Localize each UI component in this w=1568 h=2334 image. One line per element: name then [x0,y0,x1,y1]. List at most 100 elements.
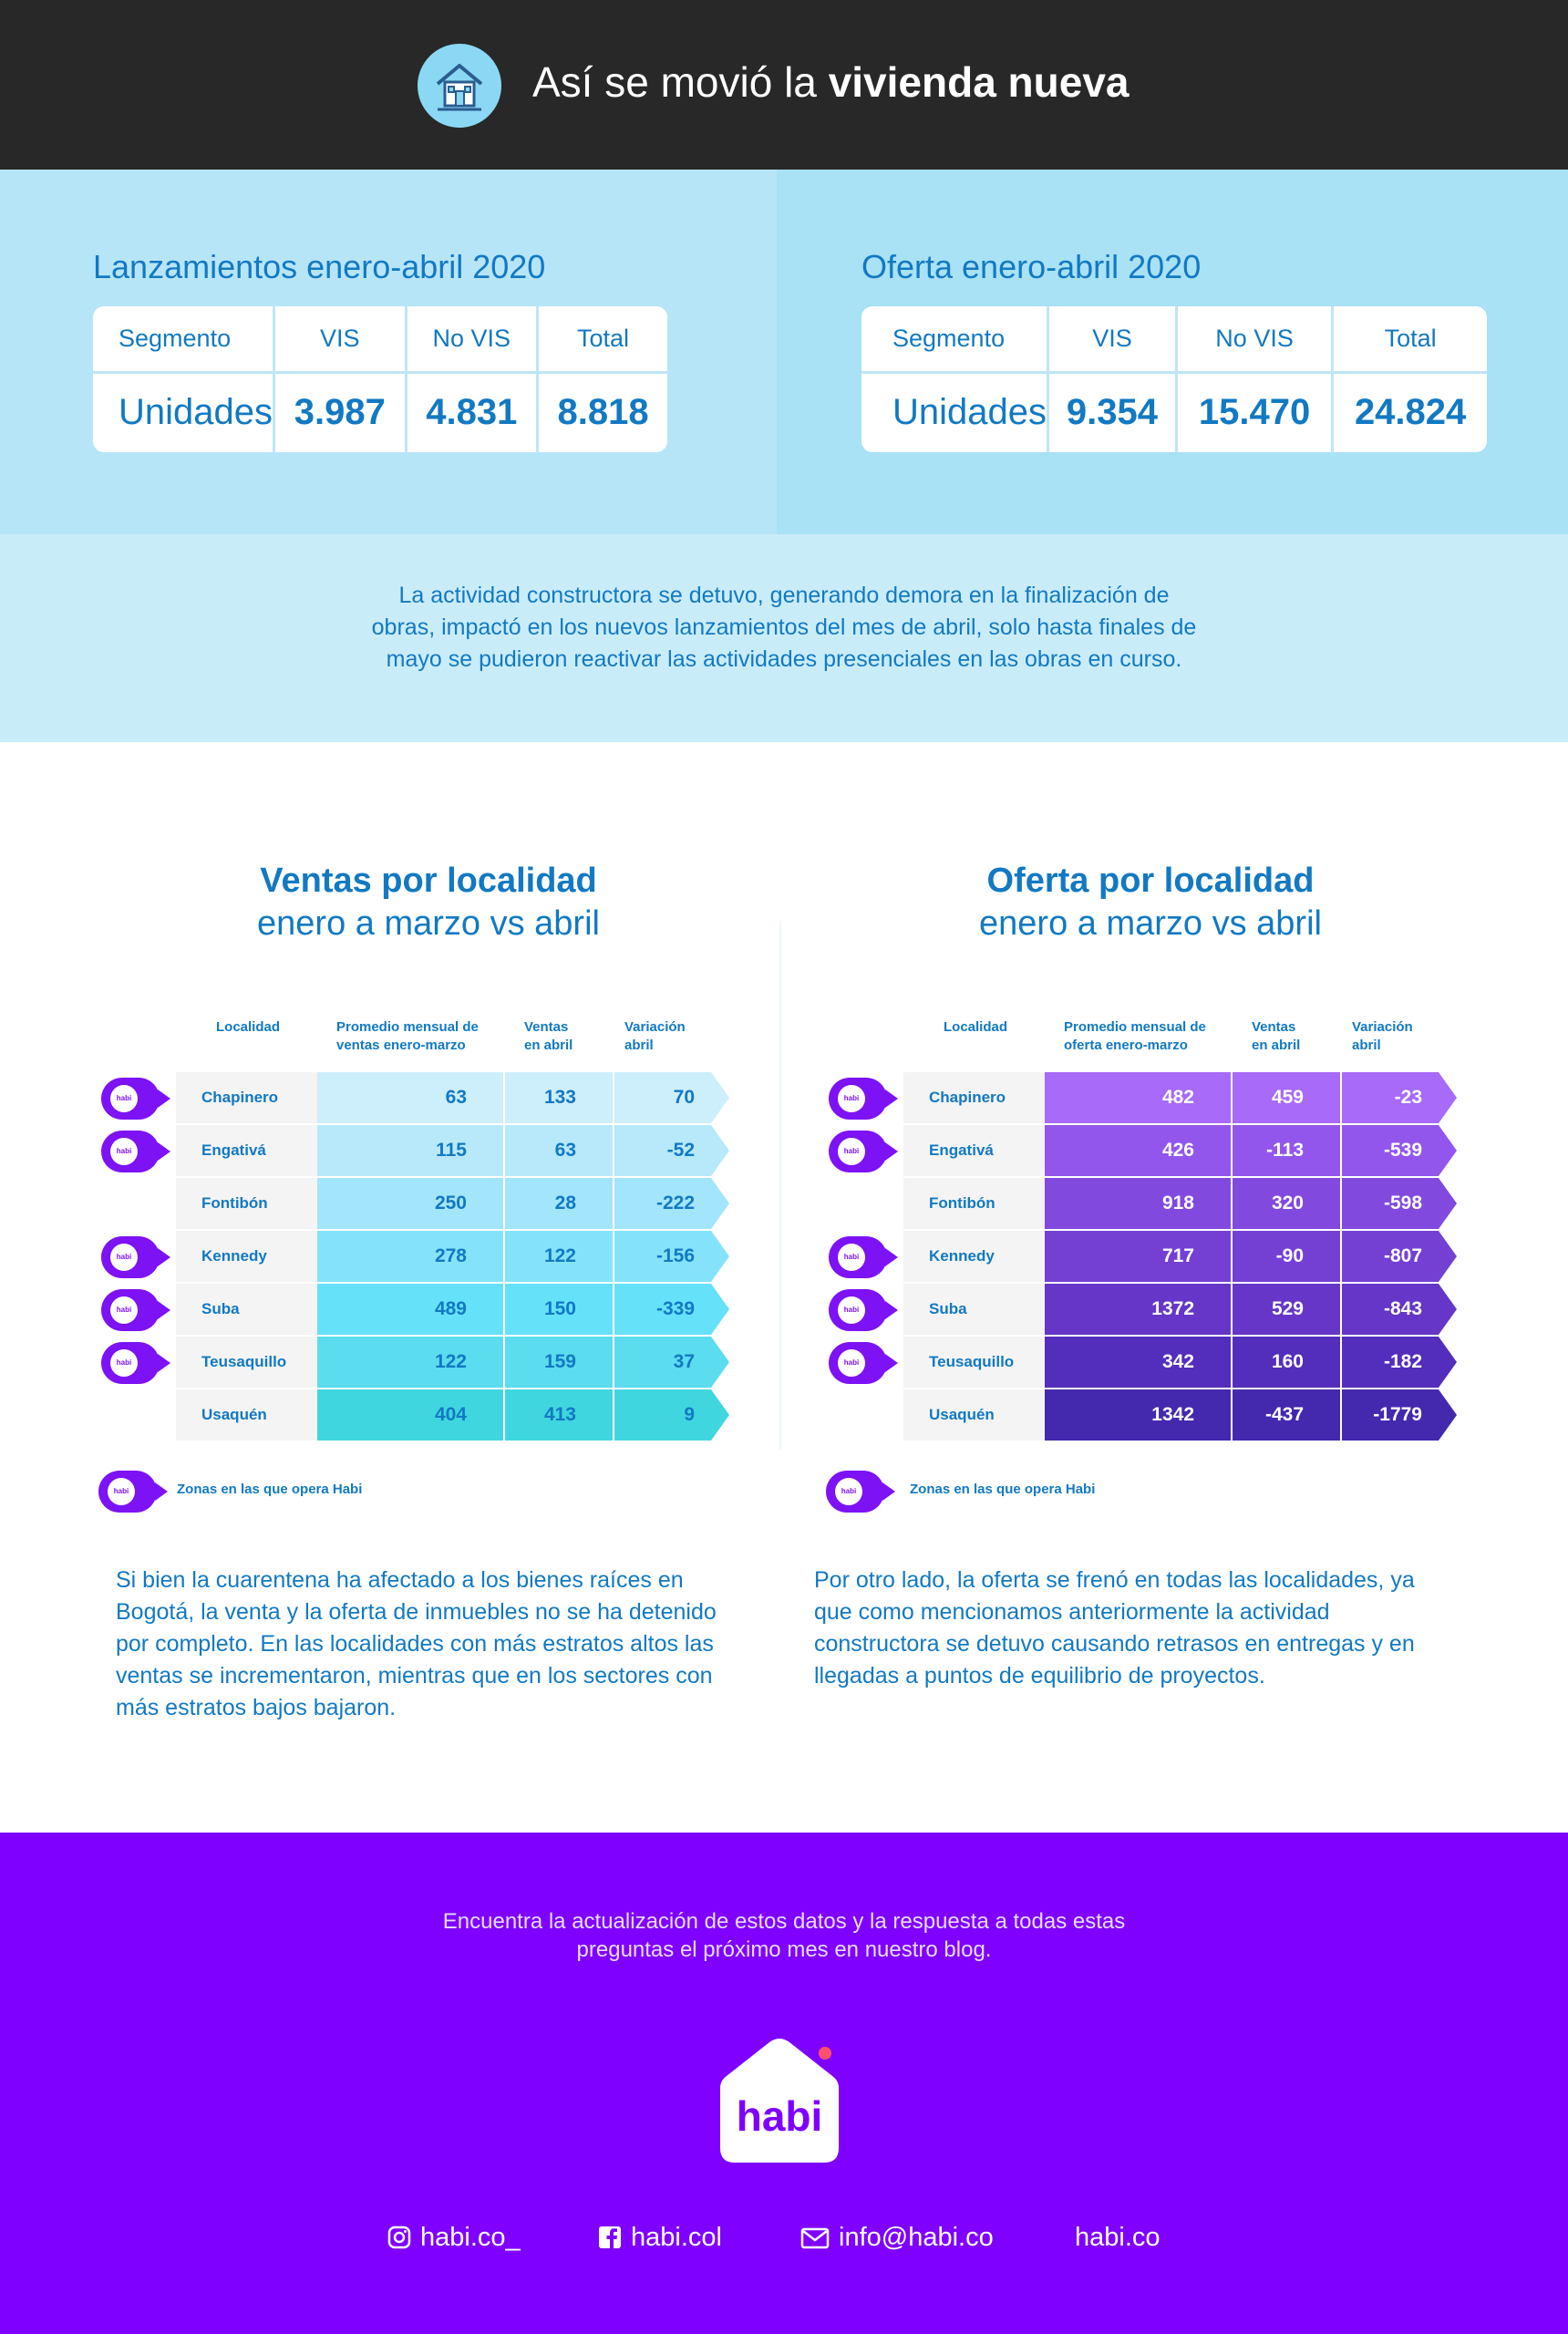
habi-pin-icon: habi [829,1078,898,1120]
offer-title: Oferta enero-abril 2020 [861,248,1202,285]
col-no-vis: No VIS [406,306,540,374]
habi-pin-icon: habi [829,1131,898,1172]
facebook-icon [598,2226,622,2257]
row-arrow [711,1125,729,1176]
april-cell: 28 [505,1178,613,1229]
variation-cell: -807 [1342,1231,1439,1282]
april-cell: -113 [1233,1125,1340,1176]
instagram-handle: habi.co_ [420,2223,521,2252]
table-row: habi Teusaquillo 342 160 -182 [826,1337,1464,1389]
website-link[interactable]: habi.co [1075,2223,1161,2252]
row-arrow [711,1284,729,1335]
sales-title-sub: enero a marzo vs abril [257,904,600,943]
row-arrow [1439,1231,1457,1282]
average-cell: 342 [1045,1337,1231,1388]
facebook-handle: habi.col [631,2223,722,2252]
habi-pin-icon: habi [829,1342,898,1384]
april-cell: 320 [1233,1178,1340,1229]
variation-cell: 70 [614,1072,711,1123]
launches-card: Segmento VIS No VIS Total Unidades 3.987… [93,306,667,452]
locality-name: Teusaquillo [903,1337,1045,1388]
habi-pin-icon: habi [829,1289,898,1331]
row-arrow [711,1337,729,1388]
locality-name: Teusaquillo [176,1337,317,1388]
locality-name: Usaquén [903,1389,1045,1441]
variation-cell: 9 [614,1389,711,1441]
average-cell: 250 [317,1178,503,1229]
table-row: Usaquén 1342 -437 -1779 [826,1389,1464,1442]
value-total: 8.818 [557,392,649,433]
supply-description: Por otro lado, la oferta se frenó en tod… [814,1567,1415,1689]
table-row: habi Suba 1372 529 -843 [826,1284,1464,1337]
table-row: habi Kennedy 717 -90 -807 [826,1231,1464,1284]
instagram-link[interactable]: habi.co_ [387,2223,521,2257]
locality-name: Fontibón [176,1178,317,1229]
row-arrow [1439,1337,1457,1388]
instagram-icon [387,2226,411,2257]
habi-pin-icon: habi [101,1131,170,1172]
units-label: Unidades [93,372,276,452]
locality-name: Usaquén [176,1389,317,1441]
variation-cell: -843 [1342,1284,1439,1335]
average-cell: 482 [1045,1072,1231,1123]
col-no-vis: No VIS [1176,306,1335,374]
april-cell: -90 [1233,1231,1340,1282]
row-arrow [711,1178,729,1229]
offer-card: Segmento VIS No VIS Total Unidades 9.354… [861,306,1487,452]
page-title: Así se movió la vivienda nueva [532,55,1130,109]
sales-title-bold: Ventas por localidad [260,862,597,900]
col-header-variation: Variación abril [624,1019,686,1053]
supply-title-sub: enero a marzo vs abril [979,904,1322,943]
col-vis: VIS [1047,306,1178,374]
supply-legend: Zonas en las que opera Habi [910,1482,1096,1497]
table-row: habi Chapinero 63 133 70 [98,1072,737,1125]
row-arrow [711,1231,729,1282]
table-row: habi Kennedy 278 122 -156 [98,1231,737,1284]
intro-text: La actividad constructora se detuvo, gen… [371,583,1197,672]
col-header-variation: Variación abril [1352,1019,1413,1053]
average-cell: 489 [317,1284,503,1335]
supply-title-bold: Oferta por localidad [986,862,1315,900]
table-row: habi Engativá 426 -113 -539 [826,1125,1464,1178]
average-cell: 63 [317,1072,503,1123]
variation-cell: -182 [1342,1337,1439,1388]
row-arrow [1439,1284,1457,1335]
april-cell: 529 [1233,1284,1340,1335]
average-cell: 1372 [1045,1284,1231,1335]
average-cell: 278 [317,1231,503,1282]
value-no-vis: 4.831 [406,372,540,452]
locality-name: Kennedy [176,1231,317,1282]
april-cell: 150 [505,1284,613,1335]
email-link[interactable]: info@habi.co [800,2223,994,2257]
locality-name: Engativá [176,1125,317,1176]
variation-cell: -23 [1342,1072,1439,1123]
april-cell: 413 [505,1389,613,1441]
value-vis: 3.987 [273,372,407,452]
variation-cell: -156 [614,1231,711,1282]
table-row: habi Chapinero 482 459 -23 [826,1072,1464,1125]
table-row: habi Teusaquillo 122 159 37 [98,1337,737,1389]
col-total: Total [1332,306,1487,374]
habi-pin-icon: habi [98,1471,168,1513]
habi-logo[interactable] [711,2035,848,2164]
variation-cell: -598 [1342,1178,1439,1229]
col-header-average: Promedio mensual de oferta enero-marzo [1064,1019,1206,1053]
col-header-locality: Localidad [944,1019,1008,1035]
title-prefix: Así se movió la [532,58,817,106]
table-row: Usaquén 404 413 9 [98,1389,737,1442]
average-cell: 426 [1045,1125,1231,1176]
footer-text: Encuentra la actualización de estos dato… [442,1909,1126,1962]
facebook-link[interactable]: habi.col [598,2223,722,2257]
habi-pin-icon: habi [826,1471,895,1513]
row-arrow [1439,1178,1457,1229]
variation-cell: -539 [1342,1125,1439,1176]
locality-name: Suba [176,1284,317,1335]
april-cell: 133 [505,1072,613,1123]
page-header [0,0,1568,170]
april-cell: 63 [505,1125,613,1176]
value-total: 24.824 [1354,392,1467,433]
sales-legend: Zonas en las que opera Habi [177,1482,363,1497]
april-cell: -437 [1233,1389,1340,1441]
variation-cell: -339 [614,1284,711,1335]
variation-cell: -1779 [1342,1389,1439,1441]
